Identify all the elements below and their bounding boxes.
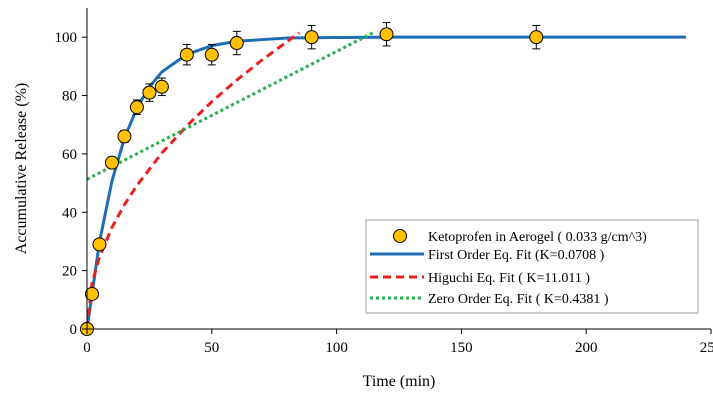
y-tick-label: 40 (62, 205, 77, 221)
legend-marker (393, 229, 407, 243)
series-line-2 (85, 31, 301, 330)
data-point (529, 30, 544, 45)
x-tick-label: 150 (450, 340, 473, 356)
data-point (304, 30, 319, 45)
legend-items: Ketoprofen in Aerogel ( 0.033 g/cm^3) Fir… (370, 229, 647, 307)
x-tick-label: 50 (204, 340, 219, 356)
x-axis-label: Time (min) (363, 373, 436, 390)
series-layer (80, 22, 687, 336)
legend-label: Higuchi Eq. Fit ( K=11.011 ) (428, 271, 590, 286)
data-point (129, 100, 144, 115)
data-point (204, 47, 219, 62)
y-tick-label: 80 (62, 89, 77, 105)
x-tick-label: 100 (325, 340, 348, 356)
data-point (84, 286, 99, 301)
legend: Ketoprofen in Aerogel ( 0.033 g/cm^3) Fir… (365, 219, 699, 314)
axes-layer: 0 50 100 150 200 250 0 20 40 60 80 100 (55, 8, 713, 356)
y-tick-label: 100 (55, 30, 78, 46)
data-point (179, 47, 194, 62)
y-tick-label: 60 (62, 147, 77, 163)
y-tick-label: 0 (70, 322, 78, 338)
data-point (142, 85, 157, 100)
data-point (92, 237, 107, 252)
y-tick-label: 20 (62, 264, 77, 280)
data-point (104, 155, 119, 170)
data-point (229, 36, 244, 51)
legend-label: Ketoprofen in Aerogel ( 0.033 g/cm^3) (428, 230, 647, 245)
legend-label: First Order Eq. Fit (K=0.0708 ) (428, 248, 605, 263)
legend-frame (365, 219, 699, 314)
x-tick-label: 200 (575, 340, 598, 356)
legend-label: Zero Order Eq. Fit ( K=0.4381 ) (428, 292, 609, 307)
data-point (154, 79, 169, 94)
x-tick-label: 250 (700, 340, 713, 356)
data-point (117, 129, 132, 144)
y-axis-label: Accumulative Release (%) (13, 83, 30, 254)
data-point (379, 27, 394, 42)
x-tick-label: 0 (83, 340, 91, 356)
